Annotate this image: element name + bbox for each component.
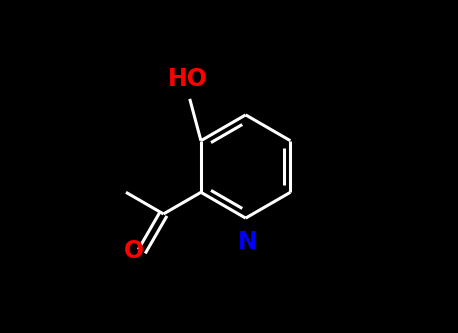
Text: N: N xyxy=(237,230,257,254)
Text: O: O xyxy=(123,239,143,263)
Text: HO: HO xyxy=(168,67,208,91)
